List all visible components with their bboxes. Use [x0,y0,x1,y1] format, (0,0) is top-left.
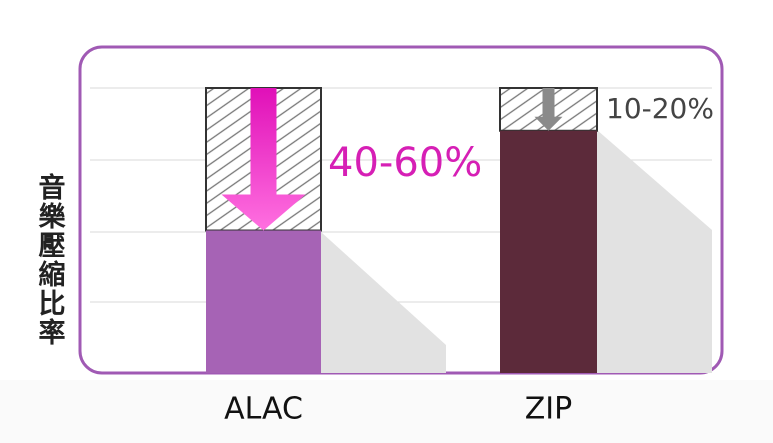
y-axis-label: 音樂壓縮比率 [34,172,66,347]
shadow [597,130,712,373]
arrow [221,88,306,231]
annotation: 10-20% [606,92,714,125]
footer-band [0,380,773,443]
shadow [321,232,446,373]
bar [500,130,597,373]
x-tick-label: ALAC [224,392,303,427]
arrow [534,88,563,131]
annotation: 40-60% [328,140,482,186]
x-tick-label: ZIP [525,392,573,427]
bar [206,230,321,373]
